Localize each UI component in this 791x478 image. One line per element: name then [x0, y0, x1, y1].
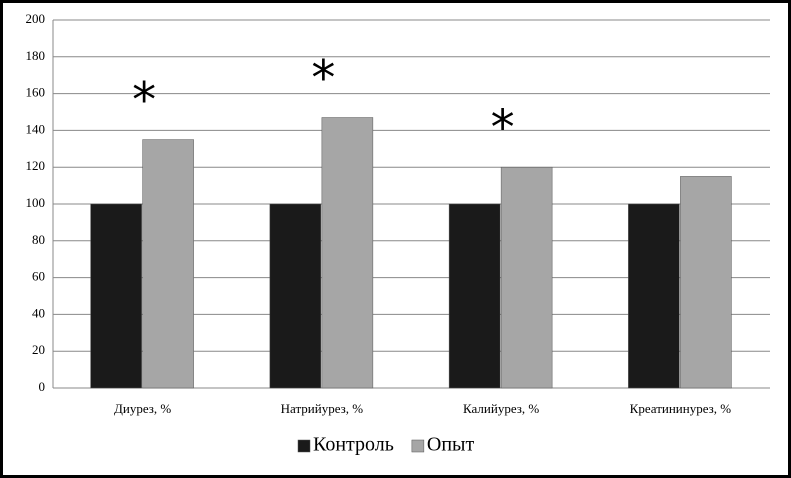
- y-tick-label: 200: [26, 11, 46, 26]
- significance-marker: *: [491, 100, 515, 156]
- legend-swatch: [411, 439, 425, 453]
- y-tick-label: 140: [26, 121, 46, 136]
- x-tick-label: Креатининурез, %: [630, 401, 732, 416]
- significance-marker: *: [132, 73, 156, 129]
- bar: [680, 176, 732, 389]
- y-tick-label: 60: [32, 269, 45, 284]
- bar: [321, 117, 374, 389]
- x-tick-label: Диурез, %: [114, 401, 171, 416]
- x-tick-label: Натрийурез, %: [281, 401, 364, 416]
- bar: [500, 166, 553, 389]
- y-tick-label: 20: [32, 342, 45, 357]
- significance-marker: *: [311, 51, 335, 107]
- legend-swatch: [297, 439, 311, 453]
- y-tick-label: 40: [32, 305, 45, 320]
- bar: [90, 203, 142, 389]
- y-tick-label: 80: [32, 232, 45, 247]
- bar: [269, 203, 322, 389]
- y-tick-label: 180: [26, 48, 46, 63]
- bar: [628, 203, 680, 389]
- bar: [448, 203, 501, 389]
- x-tick-label: Калийурез, %: [463, 401, 539, 416]
- y-tick-label: 120: [26, 158, 46, 173]
- bar: [142, 139, 194, 389]
- legend-label: Опыт: [427, 434, 475, 456]
- y-tick-label: 100: [26, 195, 46, 210]
- y-tick-label: 0: [39, 379, 46, 394]
- y-tick-label: 160: [26, 85, 46, 100]
- legend-label: Контроль: [313, 434, 394, 456]
